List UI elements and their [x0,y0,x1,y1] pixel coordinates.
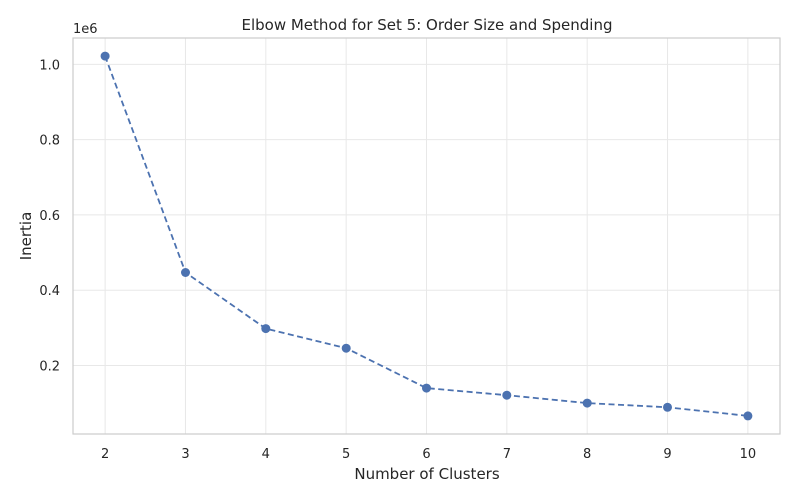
x-tick-label: 5 [342,447,350,462]
data-point [422,383,431,393]
data-point [663,402,672,412]
y-offset-label: 1e6 [73,22,98,37]
x-tick-label: 10 [740,447,757,462]
data-point [341,343,351,353]
y-tick-labels: 0.2 0.4 0.6 0.8 1.0 [39,58,60,374]
y-tick-label: 0.2 [39,359,60,374]
x-tick-label: 4 [262,447,270,462]
x-tick-label: 2 [101,447,109,462]
data-point [582,398,592,408]
y-tick-label: 0.8 [39,134,60,149]
y-tick-label: 0.6 [39,209,60,224]
y-axis-label: Inertia [17,212,35,261]
x-tick-labels: 2 3 4 5 6 7 8 9 10 [101,447,756,462]
x-tick-label: 7 [503,447,511,462]
plot-frame [72,37,781,435]
x-tick-label: 8 [583,447,591,462]
y-tick-label: 0.4 [39,284,60,299]
grid-lines [73,38,780,434]
series-line [104,55,748,417]
data-point [502,390,512,400]
y-tick-label: 1.0 [39,58,60,73]
x-tick-label: 6 [422,447,430,462]
x-tick-label: 9 [663,447,671,462]
series-inertia [100,51,753,421]
data-point [743,411,753,421]
x-tick-label: 3 [181,447,189,462]
chart-title: Elbow Method for Set 5: Order Size and S… [241,16,612,34]
data-point [100,51,110,61]
data-point [181,268,190,277]
data-point [261,324,271,334]
x-axis-label: Number of Clusters [354,465,499,483]
